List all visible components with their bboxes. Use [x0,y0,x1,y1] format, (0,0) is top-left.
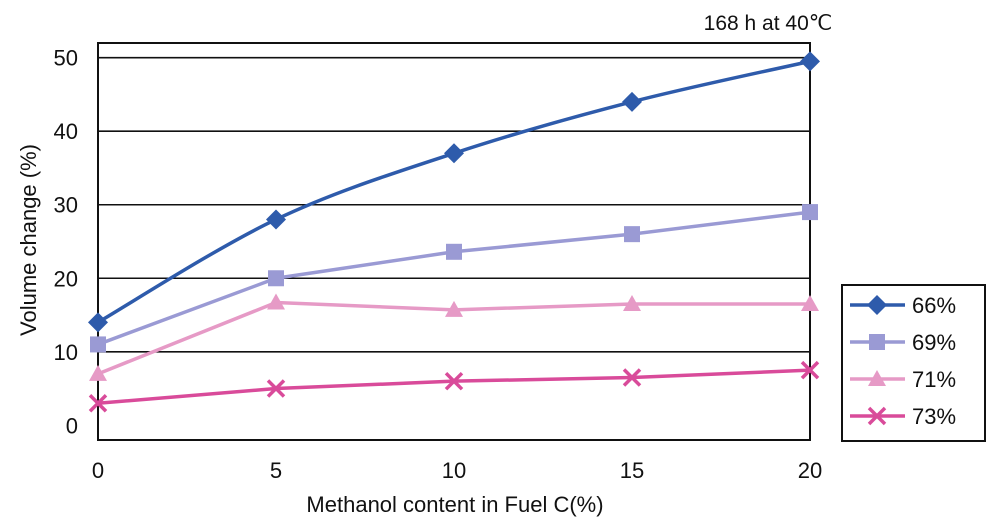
y-axis-ticks: 0 10 20 30 40 50 [54,46,78,439]
chart-title: 168 h at 40℃ [704,12,833,35]
data-point [623,294,641,311]
x-tick-label: 10 [442,458,466,483]
legend-marker [867,295,887,315]
data-point [444,143,464,164]
y-tick-label: 40 [54,119,78,144]
data-point [800,51,820,72]
data-point [266,209,286,230]
y-tick-label: 0 [66,413,78,438]
series-1 [88,51,820,333]
data-point [801,294,819,311]
legend-marker [869,334,885,350]
y-tick-label: 30 [54,193,78,218]
legend-item-3: 71% [850,367,956,392]
series-2 [90,204,818,353]
series-layer [88,51,820,413]
data-point [90,336,106,353]
y-tick-label: 10 [54,340,78,365]
data-point [268,270,284,287]
data-point [622,91,642,112]
legend-marker [868,370,886,386]
data-point [800,360,820,380]
x-tick-label: 0 [92,458,104,483]
x-tick-label: 15 [620,458,644,483]
data-point [802,204,818,221]
data-point [266,379,286,398]
series-line [97,59,811,324]
legend-marker [867,406,887,426]
x-axis-ticks: 0 5 10 15 20 [92,458,822,483]
y-tick-label: 20 [54,266,78,291]
legend-label: 73% [912,404,956,429]
x-tick-label: 20 [798,458,822,483]
legend-label: 66% [912,293,956,318]
series-line [97,368,811,405]
data-point [89,364,107,381]
x-axis-label: Methanol content in Fuel C(%) [306,492,603,517]
data-point [267,293,285,310]
data-point [445,300,463,317]
plot-frame [97,42,811,441]
data-point [444,371,464,391]
data-point [88,394,108,413]
series-3 [89,293,819,381]
legend-item-2: 69% [850,330,956,355]
legend-label: 69% [912,330,956,355]
legend-label: 71% [912,367,956,392]
data-point [622,368,642,387]
legend-item-1: 66% [850,293,956,318]
data-point [446,243,462,260]
data-point [624,226,640,243]
x-tick-label: 5 [270,458,282,483]
grid-lines [98,56,810,353]
legend-item-4: 73% [850,404,956,429]
legend: 66% 69% 71% 73% [841,284,986,442]
y-axis-label: Volume change (%) [16,144,41,336]
series-4 [88,360,820,413]
y-tick-label: 50 [54,46,78,71]
data-point [88,312,108,333]
